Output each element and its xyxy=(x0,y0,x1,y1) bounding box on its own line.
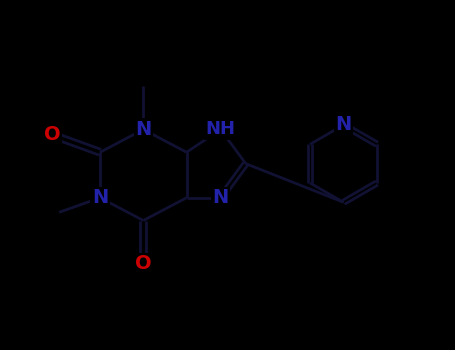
Text: O: O xyxy=(44,125,61,145)
Text: N: N xyxy=(212,188,229,207)
Text: N: N xyxy=(92,188,108,207)
Text: NH: NH xyxy=(206,120,236,139)
Text: N: N xyxy=(335,116,352,134)
Text: N: N xyxy=(135,120,152,139)
Text: O: O xyxy=(135,254,152,273)
